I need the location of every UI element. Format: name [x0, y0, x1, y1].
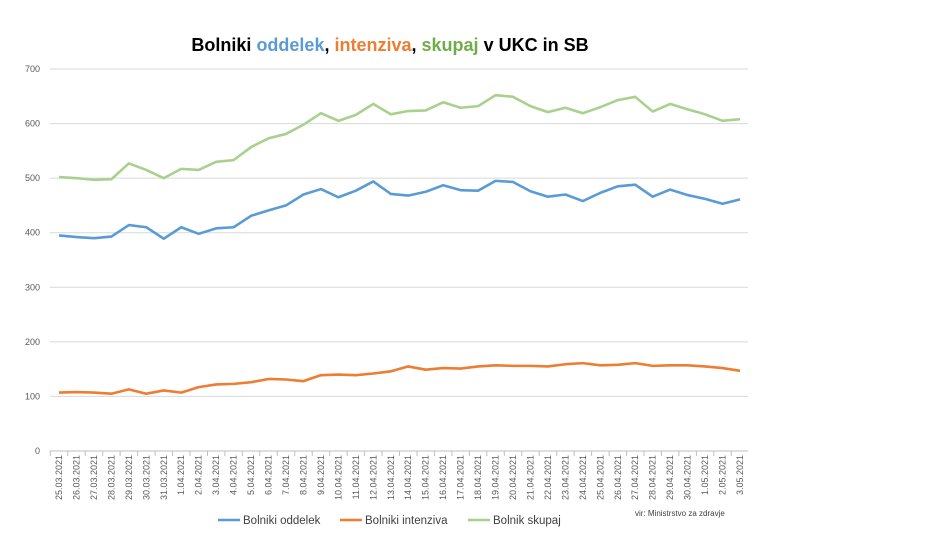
series-line-1 — [58, 361, 741, 396]
x-tick-label: 18.04.2021 — [473, 455, 483, 500]
x-tick-label: 5.04.2021 — [246, 455, 256, 495]
title-part: v UKC in SB — [479, 35, 589, 55]
y-tick-label: 500 — [25, 173, 40, 183]
title-part: Bolniki — [191, 35, 256, 55]
x-tick-label: 15.04.2021 — [421, 455, 431, 500]
y-tick-label: 200 — [25, 337, 40, 347]
title-part: , — [412, 35, 422, 55]
x-tick-label: 30.04.2021 — [683, 455, 693, 500]
y-tick-label: 700 — [25, 64, 40, 74]
x-tick-label: 29.04.2021 — [665, 455, 675, 500]
x-tick-label: 10.04.2021 — [333, 455, 343, 500]
title-part: , — [324, 35, 334, 55]
x-tick-label: 29.03.2021 — [124, 455, 134, 500]
y-tick-label: 300 — [25, 282, 40, 292]
series-line-2 — [58, 93, 741, 182]
x-tick-label: 1.04.2021 — [176, 455, 186, 495]
y-tick-label: 0 — [35, 446, 40, 456]
x-tick-label: 2.05.2021 — [718, 455, 728, 495]
y-tick-label: 100 — [25, 391, 40, 401]
x-tick-label: 8.04.2021 — [298, 455, 308, 495]
x-tick-label: 13.04.2021 — [386, 455, 396, 500]
x-tick-label: 2.04.2021 — [194, 455, 204, 495]
x-tick-label: 16.04.2021 — [438, 455, 448, 500]
x-tick-label: 1.05.2021 — [700, 455, 710, 495]
x-tick-label: 31.03.2021 — [159, 455, 169, 500]
x-tick-label: 6.04.2021 — [264, 455, 274, 495]
x-tick-label: 3.04.2021 — [211, 455, 221, 495]
x-tick-label: 27.03.2021 — [89, 455, 99, 500]
title-part-intenziva: intenziva — [334, 35, 412, 55]
x-tick-label: 17.04.2021 — [456, 455, 466, 500]
x-tick-label: 25.04.2021 — [595, 455, 605, 500]
x-tick-label: 27.04.2021 — [630, 455, 640, 500]
chart-title: Bolniki oddelek, intenziva, skupaj v UKC… — [191, 35, 588, 55]
x-tick-label: 19.04.2021 — [491, 455, 501, 500]
source-note: vir: Ministrstvo za zdravje — [635, 509, 725, 518]
x-tick-label: 24.04.2021 — [578, 455, 588, 500]
x-tick-label: 7.04.2021 — [281, 455, 291, 495]
x-tick-label: 20.04.2021 — [508, 455, 518, 500]
x-tick-label: 28.04.2021 — [648, 455, 658, 500]
series-line-0 — [58, 179, 741, 241]
x-tick-label: 25.03.2021 — [54, 455, 64, 500]
x-tick-label: 28.03.2021 — [106, 455, 116, 500]
legend-label: Bolnik skupaj — [493, 515, 561, 527]
legend-label: Bolniki intenziva — [365, 515, 448, 527]
x-tick-label: 11.04.2021 — [351, 455, 361, 499]
x-tick-label: 21.04.2021 — [525, 455, 535, 500]
x-tick-label: 3.05.2021 — [735, 455, 745, 495]
x-tick-label: 4.04.2021 — [229, 455, 239, 495]
y-tick-label: 400 — [25, 228, 40, 238]
x-tick-label: 23.04.2021 — [560, 455, 570, 500]
title-part-skupaj: skupaj — [422, 35, 479, 55]
x-tick-label: 9.04.2021 — [316, 455, 326, 495]
legend-label: Bolniki oddelek — [243, 515, 321, 527]
x-tick-label: 14.04.2021 — [403, 455, 413, 500]
x-tick-label: 26.03.2021 — [71, 455, 81, 500]
x-tick-label: 22.04.2021 — [543, 455, 553, 500]
x-tick-label: 12.04.2021 — [368, 455, 378, 500]
x-tick-label: 26.04.2021 — [613, 455, 623, 500]
x-tick-label: 30.03.2021 — [141, 455, 151, 500]
title-part-oddelek: oddelek — [256, 35, 325, 55]
y-tick-label: 600 — [25, 119, 40, 129]
